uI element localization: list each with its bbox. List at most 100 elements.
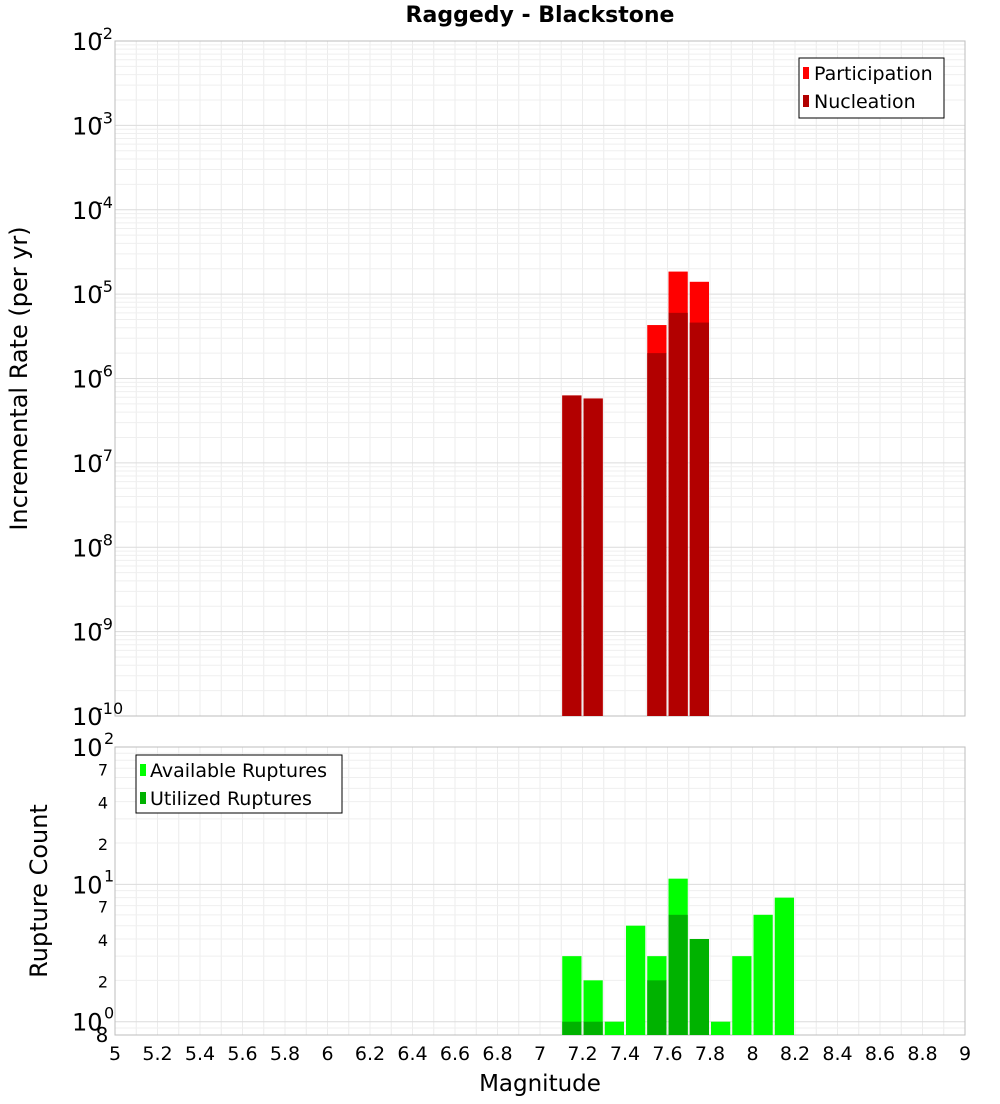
bar-available-ruptures (562, 956, 582, 1035)
bar-nucleation (583, 398, 603, 716)
y-tick-base: 10 (72, 703, 103, 731)
legend-bottom: Available Ruptures Utilized Ruptures (135, 754, 343, 814)
y-tick-base: 10 (72, 619, 103, 647)
y-tick-label-top: 10-3 (72, 108, 113, 140)
bar-utilized-ruptures (668, 914, 688, 1035)
x-tick-label: 6 (321, 1043, 333, 1065)
y-tick-label-top: 10-10 (72, 699, 123, 731)
x-tick-label: 8.2 (780, 1043, 810, 1065)
x-tick-label: 6.4 (397, 1043, 427, 1065)
y-tick-minor-label: 4 (98, 931, 108, 950)
y-tick-base: 10 (72, 450, 103, 478)
x-tick-label: 7.8 (695, 1043, 725, 1065)
y-tick-label-top: 10-9 (72, 615, 113, 647)
bar-available-ruptures (583, 980, 603, 1035)
y-tick-exponent: 0 (104, 1004, 114, 1023)
top-plot-area (114, 40, 966, 717)
x-tick-label: 5.4 (185, 1043, 215, 1065)
y-tick-minor-label: 4 (98, 794, 108, 813)
legend-swatch (140, 792, 146, 804)
legend-box (135, 754, 343, 814)
x-tick-label: 8.4 (822, 1043, 852, 1065)
y-tick-exponent: -4 (97, 193, 113, 212)
x-tick-label: 8.8 (907, 1043, 937, 1065)
y-tick-label-top: 10-4 (72, 193, 113, 225)
top-panel-grid (114, 41, 966, 717)
series-utilized-ruptures (562, 914, 709, 1035)
x-tick-label: 7.2 (567, 1043, 597, 1065)
bar-available-ruptures (774, 897, 794, 1035)
bar-utilized-ruptures (689, 939, 709, 1035)
y-tick-minor-label: 2 (98, 972, 108, 991)
y-tick-minor-label: 2 (98, 835, 108, 854)
x-axis-label: Magnitude (479, 1071, 601, 1097)
legend-swatch (803, 95, 809, 107)
y-tick-base: 10 (72, 366, 103, 394)
x-tick-label: 5.6 (227, 1043, 257, 1065)
x-tick-label: 6.8 (482, 1043, 512, 1065)
legend-label: Nucleation (814, 91, 916, 113)
bar-nucleation (562, 395, 582, 716)
y-tick-exponent: -10 (97, 699, 123, 718)
x-tick-label: 5 (109, 1043, 121, 1065)
legend-label: Utilized Ruptures (150, 788, 312, 810)
y-axis-label-top: Incremental Rate (per yr) (5, 226, 33, 530)
legend-top: Participation Nucleation (798, 57, 945, 119)
y-tick-base: 10 (72, 1009, 103, 1037)
x-tick-label: 8.6 (865, 1043, 895, 1065)
x-tick-label: 7 (534, 1043, 546, 1065)
bar-nucleation (647, 353, 667, 716)
y-tick-base: 10 (72, 871, 103, 899)
legend-swatch (140, 764, 146, 776)
y-tick-base: 10 (72, 734, 103, 762)
bar-utilized-ruptures (562, 1021, 582, 1035)
y-tick-label-bottom: 10 1 (72, 866, 114, 899)
y-tick-label-top: 10-2 (72, 24, 113, 56)
x-tick-label: 9 (959, 1043, 971, 1065)
bar-nucleation (668, 312, 688, 716)
y-tick-exponent: -9 (97, 615, 113, 634)
y-tick-base: 10 (72, 112, 103, 140)
bar-available-ruptures (753, 914, 773, 1035)
y-tick-minor-label: 7 (98, 898, 108, 917)
legend-box (798, 57, 945, 119)
x-tick-label: 5.8 (270, 1043, 300, 1065)
chart-title: Raggedy - Blackstone (406, 3, 675, 28)
y-tick-exponent: 2 (104, 729, 114, 748)
y-tick-minor-label: 7 (98, 760, 108, 779)
legend-label: Participation (814, 63, 933, 85)
legend-swatch (803, 67, 809, 79)
y-tick-label-bottom: 10 0 (72, 1004, 114, 1037)
x-tick-label: 6.6 (440, 1043, 470, 1065)
x-tick-label: 7.4 (610, 1043, 640, 1065)
series-nucleation (562, 312, 709, 716)
x-tick-label: 5.2 (142, 1043, 172, 1065)
y-tick-label-top: 10-8 (72, 530, 113, 562)
x-tick-label: 8 (746, 1043, 758, 1065)
legend-label: Available Ruptures (150, 760, 327, 782)
y-tick-exponent: -8 (97, 530, 113, 549)
y-tick-base: 10 (72, 281, 103, 309)
y-tick-label-top: 10-7 (72, 446, 113, 478)
bar-available-ruptures (626, 925, 646, 1035)
bar-utilized-ruptures (647, 980, 667, 1035)
x-tick-label: 7.6 (652, 1043, 682, 1065)
y-tick-minor-label: 8 (96, 1023, 109, 1047)
y-tick-base: 10 (72, 28, 103, 56)
y-tick-exponent: 1 (104, 866, 114, 885)
bar-nucleation (689, 322, 709, 716)
y-tick-base: 10 (72, 197, 103, 225)
y-tick-base: 10 (72, 534, 103, 562)
bottom-plot-area (114, 746, 966, 1036)
y-tick-exponent: -6 (97, 362, 113, 381)
bar-utilized-ruptures (583, 1021, 603, 1035)
y-tick-label-top: 10-5 (72, 277, 113, 309)
y-tick-label-top: 10-6 (72, 362, 113, 394)
y-tick-exponent: -5 (97, 277, 113, 296)
bar-available-ruptures (732, 956, 752, 1035)
bar-available-ruptures (604, 1021, 624, 1035)
y-tick-exponent: -7 (97, 446, 113, 465)
bar-available-ruptures (711, 1021, 731, 1035)
